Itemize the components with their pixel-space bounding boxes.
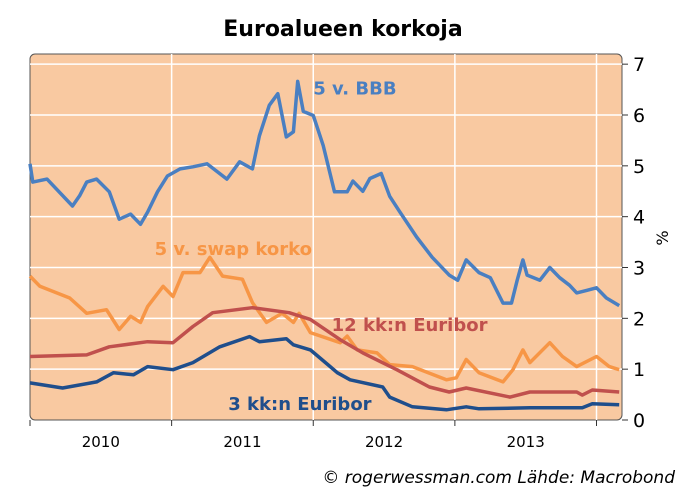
- x-axis: 2010 2011 2012 2013: [29, 420, 598, 451]
- series-line-5-v-bbb: [28, 79, 621, 308]
- y-tick-label: 5: [633, 156, 645, 178]
- y-tick-label: 3: [633, 258, 645, 280]
- chart-title: Euroalueen korkoja: [223, 17, 462, 42]
- x-tick-label: 2012: [365, 433, 403, 451]
- series-label: 5 v. swap korko: [155, 239, 312, 260]
- x-tick-label: 2013: [507, 433, 545, 451]
- plot-area: [29, 53, 623, 421]
- y-tick-label: 2: [633, 308, 645, 330]
- y-axis-label: %: [653, 230, 672, 245]
- series-line-5-v-swap-korko: [28, 255, 620, 384]
- series-line-12-kk-n-euribor: [29, 305, 620, 399]
- footer-credit: © rogerwessman.com Lähde: Macrobond: [322, 468, 675, 488]
- series-label: 12 kk:n Euribor: [332, 315, 488, 336]
- series-labels: 5 v. BBB 5 v. swap korko 12 kk:n Euribor 3 …: [155, 79, 488, 415]
- series-label: 3 kk:n Euribor: [228, 394, 371, 415]
- y-tick-label: 0: [633, 410, 645, 432]
- series-line-3-kk-n-euribor: [29, 334, 620, 412]
- series-lines: [28, 79, 621, 412]
- x-tick-label: 2010: [82, 433, 120, 451]
- y-tick-label: 6: [633, 105, 645, 127]
- series-label: 5 v. BBB: [313, 79, 396, 100]
- y-tick-label: 4: [633, 207, 645, 229]
- y-axis: 0 1 2 3 4 5 6 7: [622, 54, 645, 432]
- y-tick-label: 1: [633, 359, 645, 381]
- y-tick-label: 7: [633, 54, 645, 76]
- x-tick-label: 2011: [223, 433, 261, 451]
